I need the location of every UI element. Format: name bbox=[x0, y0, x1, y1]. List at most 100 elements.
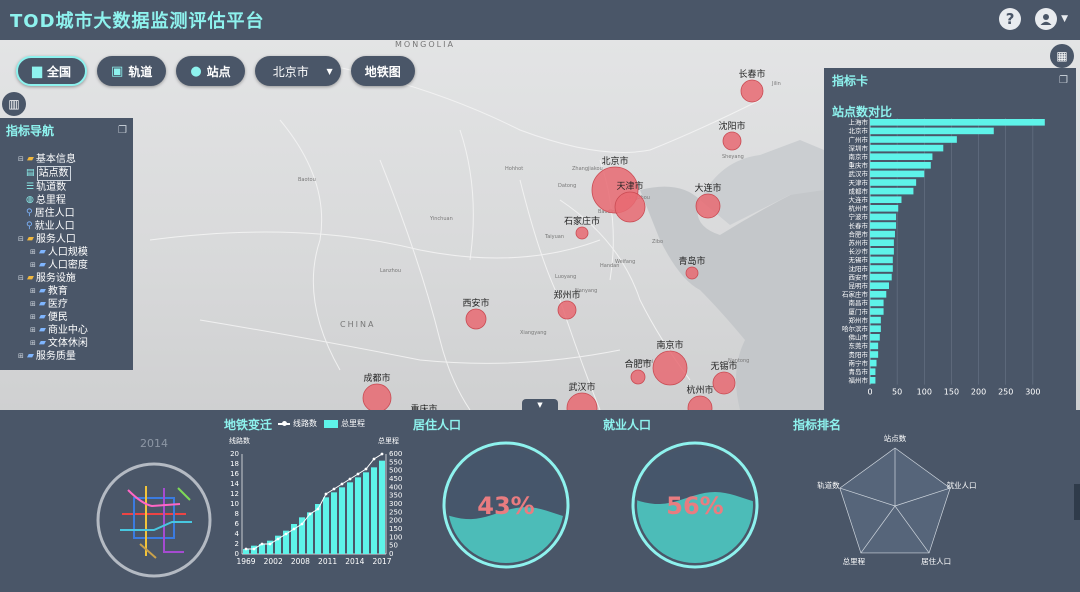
line-count-point[interactable] bbox=[300, 522, 304, 526]
mileage-bar[interactable] bbox=[299, 517, 305, 554]
city-bubble[interactable] bbox=[575, 226, 589, 240]
expand-icon[interactable]: ⊟ bbox=[18, 274, 24, 282]
collapse-bottom-icon[interactable]: ▼ bbox=[522, 399, 558, 411]
city-bubble[interactable] bbox=[566, 392, 598, 410]
city-bubble[interactable] bbox=[557, 300, 577, 320]
line-count-point[interactable] bbox=[276, 537, 280, 541]
tree-item-education[interactable]: ⊞ ▰ 教育 bbox=[6, 285, 127, 298]
line-count-point[interactable] bbox=[292, 527, 296, 531]
bar[interactable] bbox=[870, 213, 897, 221]
bar[interactable] bbox=[870, 359, 877, 367]
line-count-point[interactable] bbox=[356, 472, 360, 476]
user-avatar-icon[interactable] bbox=[1035, 8, 1058, 30]
grid-view-icon[interactable]: ▦ bbox=[1050, 44, 1074, 68]
expand-icon[interactable]: ⊞ bbox=[30, 326, 36, 334]
city-bubble[interactable] bbox=[685, 266, 699, 280]
window-restore-icon[interactable]: ❐ bbox=[118, 125, 127, 136]
tree-item-tracks[interactable]: ☰ 轨道数 bbox=[6, 181, 127, 194]
line-count-point[interactable] bbox=[308, 512, 312, 516]
bar[interactable] bbox=[870, 299, 884, 307]
bar[interactable] bbox=[870, 265, 893, 272]
bar[interactable] bbox=[870, 342, 879, 350]
mileage-bar[interactable] bbox=[323, 497, 329, 554]
bar[interactable] bbox=[870, 325, 881, 332]
city-bubble[interactable] bbox=[614, 191, 646, 223]
mileage-bar[interactable] bbox=[347, 482, 353, 554]
city-bubble[interactable] bbox=[652, 350, 688, 386]
tree-item-mileage[interactable]: ◍ 总里程 bbox=[6, 194, 127, 207]
bar[interactable] bbox=[870, 334, 880, 341]
city-bubble[interactable] bbox=[687, 395, 713, 410]
tree-group[interactable]: ⊟ ▰ 服务人口 bbox=[6, 233, 127, 246]
rail-button[interactable]: ▣ 轨道 bbox=[97, 56, 167, 86]
bar[interactable] bbox=[870, 222, 897, 229]
line-count-point[interactable] bbox=[284, 532, 288, 536]
bar[interactable] bbox=[870, 351, 879, 358]
city-bubble[interactable] bbox=[712, 371, 736, 395]
bar[interactable] bbox=[870, 136, 957, 143]
chart-panel-toggle-icon[interactable]: ▥ bbox=[2, 92, 26, 116]
bar[interactable] bbox=[870, 196, 902, 203]
tree-item-population-density[interactable]: ⊞ ▰ 人口密度 bbox=[6, 259, 127, 272]
line-count-point[interactable] bbox=[244, 547, 248, 551]
bar[interactable] bbox=[870, 230, 895, 238]
expand-icon[interactable]: ⊞ bbox=[30, 287, 36, 295]
station-button[interactable]: ● 站点 bbox=[176, 56, 245, 86]
mileage-bar[interactable] bbox=[259, 544, 265, 554]
bar[interactable] bbox=[870, 187, 914, 195]
expand-icon[interactable]: ⊟ bbox=[18, 155, 24, 163]
bar[interactable] bbox=[870, 239, 894, 246]
mileage-bar[interactable] bbox=[283, 530, 289, 554]
tree-group[interactable]: ⊟ ▰ 服务设施 bbox=[6, 272, 127, 285]
line-count-point[interactable] bbox=[340, 482, 344, 486]
mileage-bar[interactable] bbox=[307, 512, 313, 554]
tree-item-stations[interactable]: ▤ 站点数 bbox=[6, 166, 127, 181]
tree-group[interactable]: ⊟ ▰ 基本信息 bbox=[6, 153, 127, 166]
bar[interactable] bbox=[870, 162, 931, 169]
city-bubble[interactable] bbox=[362, 383, 392, 410]
bar[interactable] bbox=[870, 205, 899, 212]
bar[interactable] bbox=[870, 308, 884, 315]
mileage-bar[interactable] bbox=[275, 535, 281, 554]
tree-item-medical[interactable]: ⊞ ▰ 医疗 bbox=[6, 298, 127, 311]
city-bubble[interactable] bbox=[740, 79, 764, 103]
all-button[interactable]: ▆ 全国 bbox=[16, 56, 88, 86]
bar[interactable] bbox=[870, 368, 876, 375]
line-count-point[interactable] bbox=[268, 542, 272, 546]
mileage-bar[interactable] bbox=[355, 477, 361, 554]
bar[interactable] bbox=[870, 282, 889, 289]
city-bubble[interactable] bbox=[695, 193, 721, 219]
tree-item-population-scale[interactable]: ⊞ ▰ 人口规模 bbox=[6, 246, 127, 259]
window-restore-icon[interactable]: ❐ bbox=[1059, 75, 1068, 86]
city-bubble[interactable] bbox=[630, 369, 646, 385]
expand-icon[interactable]: ⊞ bbox=[30, 261, 36, 269]
side-scroll-handle[interactable] bbox=[1074, 484, 1080, 520]
mileage-bar[interactable] bbox=[371, 467, 377, 554]
tree-item-convenience[interactable]: ⊞ ▰ 便民 bbox=[6, 311, 127, 324]
help-icon[interactable]: ? bbox=[999, 8, 1022, 30]
bar[interactable] bbox=[870, 179, 917, 186]
line-count-point[interactable] bbox=[260, 542, 264, 546]
line-count-point[interactable] bbox=[348, 477, 352, 481]
expand-icon[interactable]: ⊞ bbox=[30, 300, 36, 308]
line-count-point[interactable] bbox=[316, 507, 320, 511]
bar[interactable] bbox=[870, 170, 925, 178]
expand-icon[interactable]: ⊞ bbox=[30, 313, 36, 321]
line-count-point[interactable] bbox=[252, 547, 256, 551]
mileage-bar[interactable] bbox=[315, 504, 321, 554]
tree-group[interactable]: ⊞ ▰ 服务质量 bbox=[6, 350, 127, 363]
bar[interactable] bbox=[870, 144, 944, 152]
bar[interactable] bbox=[870, 127, 994, 135]
mileage-bar[interactable] bbox=[291, 524, 297, 554]
user-menu-caret-icon[interactable]: ▼ bbox=[1061, 14, 1068, 24]
city-bubble[interactable] bbox=[465, 308, 487, 330]
line-count-point[interactable] bbox=[324, 492, 328, 496]
bar[interactable] bbox=[870, 377, 876, 384]
line-count-point[interactable] bbox=[372, 457, 376, 461]
expand-icon[interactable]: ⊞ bbox=[18, 352, 24, 360]
tree-item-residents[interactable]: ⚲ 居住人口 bbox=[6, 207, 127, 220]
mileage-bar[interactable] bbox=[267, 540, 273, 554]
tree-item-commercial[interactable]: ⊞ ▰ 商业中心 bbox=[6, 324, 127, 337]
metro-map-button[interactable]: 地铁图 bbox=[350, 56, 415, 86]
mileage-bar[interactable] bbox=[363, 472, 369, 554]
